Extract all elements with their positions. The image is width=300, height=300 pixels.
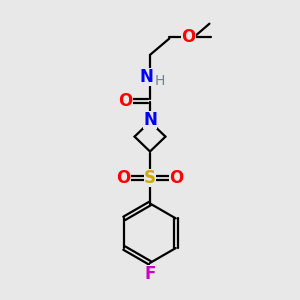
Text: O: O: [169, 169, 184, 187]
Text: N: N: [140, 68, 153, 86]
Text: N: N: [143, 111, 157, 129]
Text: O: O: [182, 28, 196, 46]
Text: S: S: [144, 169, 156, 187]
Text: O: O: [116, 169, 130, 187]
Text: F: F: [144, 265, 156, 283]
Text: O: O: [118, 92, 133, 110]
Text: H: H: [154, 74, 165, 88]
